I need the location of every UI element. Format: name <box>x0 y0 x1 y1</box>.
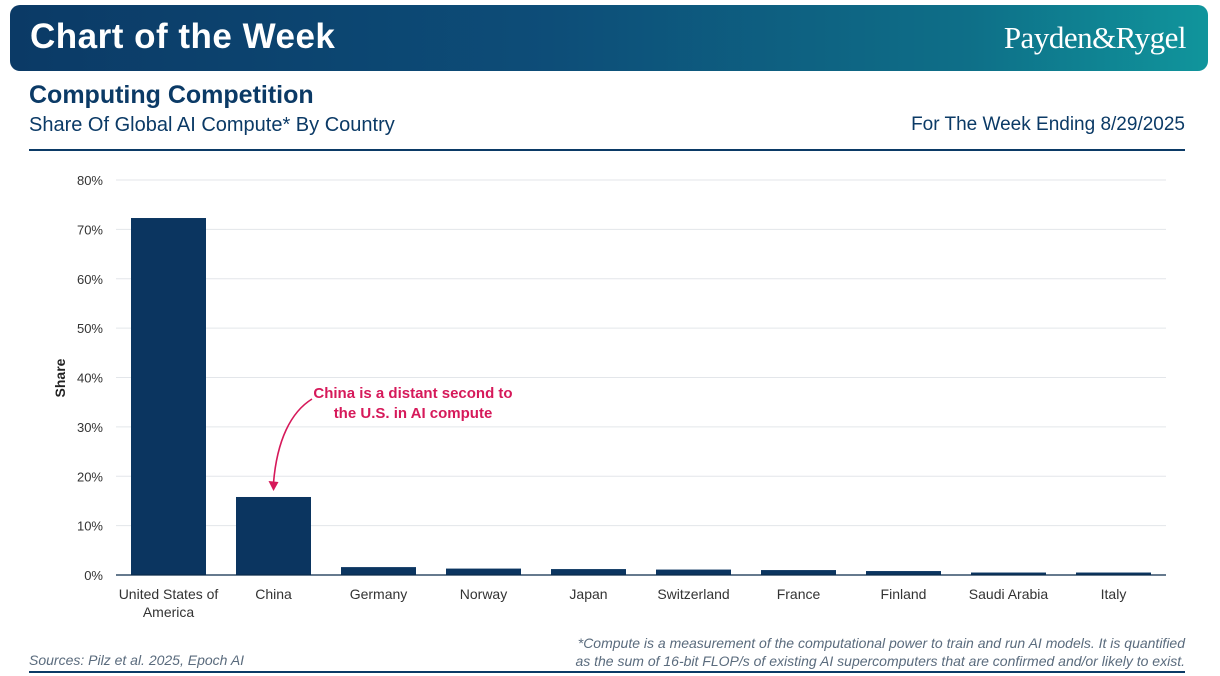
y-tick-label: 20% <box>77 469 103 484</box>
y-tick-label: 10% <box>77 519 103 534</box>
footnote-line-2: as the sum of 16-bit FLOP/s of existing … <box>575 653 1185 669</box>
bar <box>1076 572 1151 575</box>
y-axis-label: Share <box>52 358 68 397</box>
banner-title: Chart of the Week <box>30 17 336 56</box>
y-tick-label: 40% <box>77 371 103 386</box>
x-tick-label: France <box>777 586 821 602</box>
x-tick-label: China <box>255 586 292 602</box>
x-tick-label: Switzerland <box>657 586 729 602</box>
y-tick-label: 0% <box>84 568 103 583</box>
header-divider <box>29 149 1185 151</box>
x-tick-label: Norway <box>460 586 507 602</box>
header-banner: Chart of the Week Payden&Rygel <box>10 5 1208 71</box>
x-tick-label: Germany <box>350 586 408 602</box>
footnote: *Compute is a measurement of the computa… <box>575 634 1185 670</box>
sources-text: Sources: Pilz et al. 2025, Epoch AI <box>29 652 245 668</box>
annotation-text: the U.S. in AI compute <box>334 405 493 422</box>
annotation-arrow <box>272 398 313 484</box>
y-tick-label: 60% <box>77 272 103 287</box>
y-tick-label: 50% <box>77 321 103 336</box>
chart-subtitle: Share Of Global AI Compute* By Country <box>29 114 395 136</box>
y-tick-label: 80% <box>77 173 103 188</box>
bar <box>131 218 206 576</box>
bar <box>551 569 626 575</box>
bar <box>341 567 416 575</box>
y-tick-label: 70% <box>77 222 103 237</box>
bar <box>656 569 731 575</box>
x-tick-label: Finland <box>881 586 927 602</box>
x-tick-label: Saudi Arabia <box>969 586 1049 602</box>
x-tick-label: America <box>143 604 195 620</box>
x-tick-label: Italy <box>1101 586 1127 602</box>
footnote-line-1: *Compute is a measurement of the computa… <box>577 635 1185 651</box>
footer-divider <box>29 671 1185 673</box>
annotation-arrowhead <box>268 480 279 491</box>
bar <box>866 571 941 575</box>
bar-chart: 0% 10% 20% 30% 40% 50% 60% 70% 80% Share United St… <box>52 173 1166 620</box>
bar <box>971 572 1046 575</box>
brand-logo: Payden&Rygel <box>1003 20 1187 55</box>
x-tick-label: Japan <box>569 586 607 602</box>
bar <box>761 570 836 575</box>
annotation-text: China is a distant second to <box>313 385 512 402</box>
x-tick-label: United States of <box>119 586 219 602</box>
week-ending-label: For The Week Ending 8/29/2025 <box>911 114 1185 135</box>
y-tick-label: 30% <box>77 420 103 435</box>
bar <box>446 568 521 575</box>
bar <box>236 496 311 575</box>
chart-title: Computing Competition <box>29 81 314 109</box>
